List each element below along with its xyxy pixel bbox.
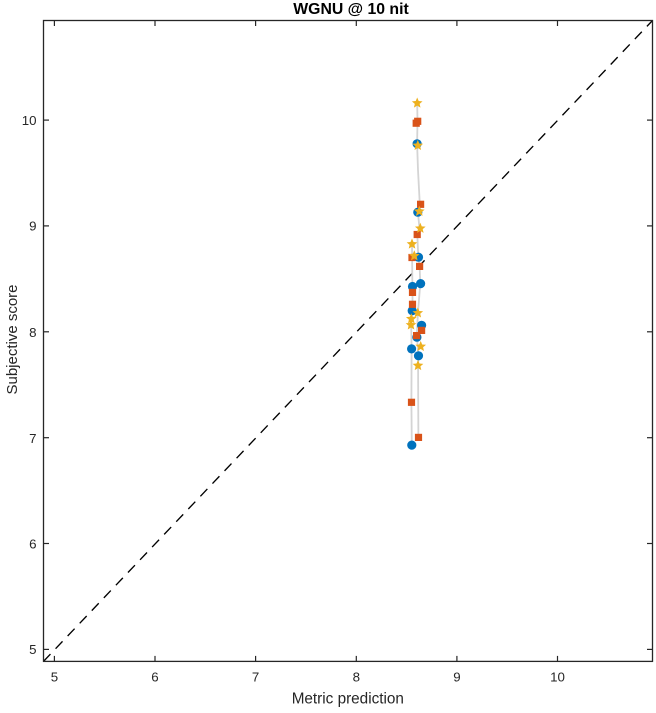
svg-text:10: 10 <box>550 669 565 684</box>
svg-text:8: 8 <box>29 325 36 340</box>
svg-text:WGNU @ 10 nit: WGNU @ 10 nit <box>293 1 409 18</box>
svg-text:5: 5 <box>29 642 36 657</box>
svg-text:Metric prediction: Metric prediction <box>292 690 404 707</box>
svg-text:5: 5 <box>51 669 58 684</box>
svg-text:9: 9 <box>453 669 460 684</box>
svg-text:10: 10 <box>22 113 37 128</box>
svg-text:9: 9 <box>29 219 36 234</box>
svg-text:6: 6 <box>151 669 158 684</box>
svg-text:7: 7 <box>252 669 259 684</box>
svg-text:6: 6 <box>29 537 36 552</box>
svg-text:Subjective score: Subjective score <box>4 284 21 394</box>
svg-text:8: 8 <box>353 669 360 684</box>
svg-text:7: 7 <box>29 431 36 446</box>
